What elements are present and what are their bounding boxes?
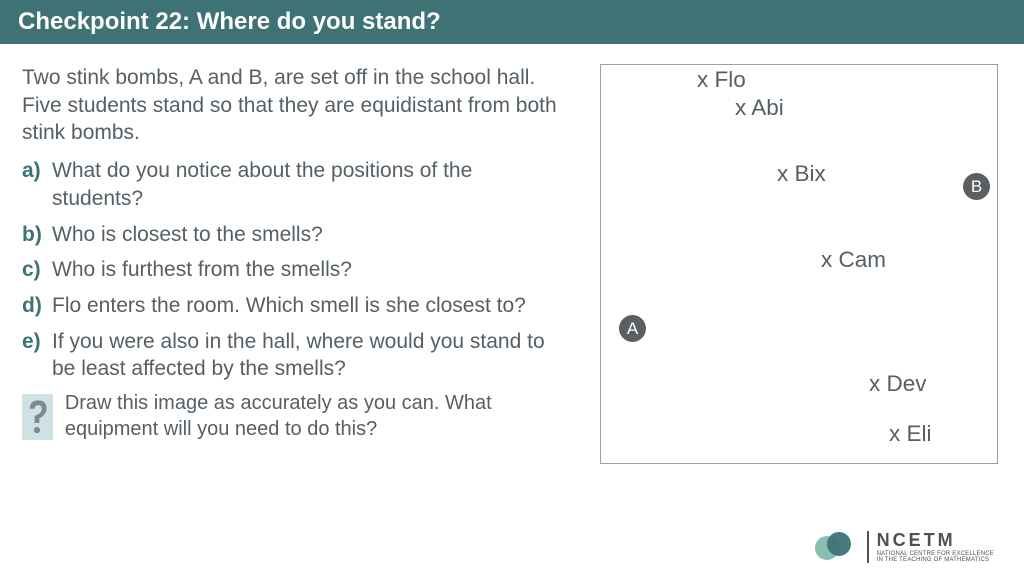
question-text: If you were also in the hall, where woul… <box>52 330 545 381</box>
slide-content: Two stink bombs, A and B, are set off in… <box>0 44 1024 574</box>
student-cam: x Cam <box>821 247 886 273</box>
question-text: Who is furthest from the smells? <box>52 258 352 281</box>
hint-row: Draw this image as accurately as you can… <box>22 391 564 442</box>
student-dev: x Dev <box>869 371 927 397</box>
right-column: x Flo x Abi x Bix x Cam x Dev x Eli A B … <box>582 64 1012 564</box>
question-b: b) Who is closest to the smells? <box>52 221 564 249</box>
student-bix: x Bix <box>777 161 826 187</box>
question-e: e) If you were also in the hall, where w… <box>52 328 564 383</box>
question-text: Flo enters the room. Which smell is she … <box>52 294 526 317</box>
question-list: a) What do you notice about the position… <box>22 157 564 383</box>
student-eli: x Eli <box>889 421 932 447</box>
logo-mark-icon <box>809 532 853 562</box>
question-a: a) What do you notice about the position… <box>52 157 564 212</box>
question-c: c) Who is furthest from the smells? <box>52 256 564 284</box>
question-letter: b) <box>22 221 42 249</box>
question-d: d) Flo enters the room. Which smell is s… <box>52 292 564 320</box>
question-text: What do you notice about the positions o… <box>52 159 472 210</box>
hall-diagram: x Flo x Abi x Bix x Cam x Dev x Eli A B <box>600 64 998 464</box>
slide-header: Checkpoint 22: Where do you stand? <box>0 0 1024 44</box>
question-text: Who is closest to the smells? <box>52 223 323 246</box>
ncetm-logo: NCETM NATIONAL CENTRE FOR EXCELLENCE IN … <box>809 530 994 564</box>
hint-text: Draw this image as accurately as you can… <box>65 391 564 442</box>
logo-divider <box>867 531 869 563</box>
question-letter: a) <box>22 157 41 185</box>
question-letter: e) <box>22 328 41 356</box>
logo-text: NCETM NATIONAL CENTRE FOR EXCELLENCE IN … <box>877 530 994 564</box>
logo-acronym: NCETM <box>877 530 994 551</box>
student-abi: x Abi <box>735 95 784 121</box>
bomb-b: B <box>963 173 990 200</box>
question-letter: c) <box>22 256 41 284</box>
left-column: Two stink bombs, A and B, are set off in… <box>22 64 582 564</box>
slide-title: Checkpoint 22: Where do you stand? <box>18 8 441 35</box>
intro-text: Two stink bombs, A and B, are set off in… <box>22 64 564 147</box>
student-flo: x Flo <box>697 67 746 93</box>
logo-subtitle-1: NATIONAL CENTRE FOR EXCELLENCE <box>877 551 994 558</box>
logo-subtitle-2: IN THE TEACHING OF MATHEMATICS <box>877 557 994 564</box>
question-letter: d) <box>22 292 42 320</box>
question-mark-icon <box>22 394 53 440</box>
bomb-a: A <box>619 315 646 342</box>
